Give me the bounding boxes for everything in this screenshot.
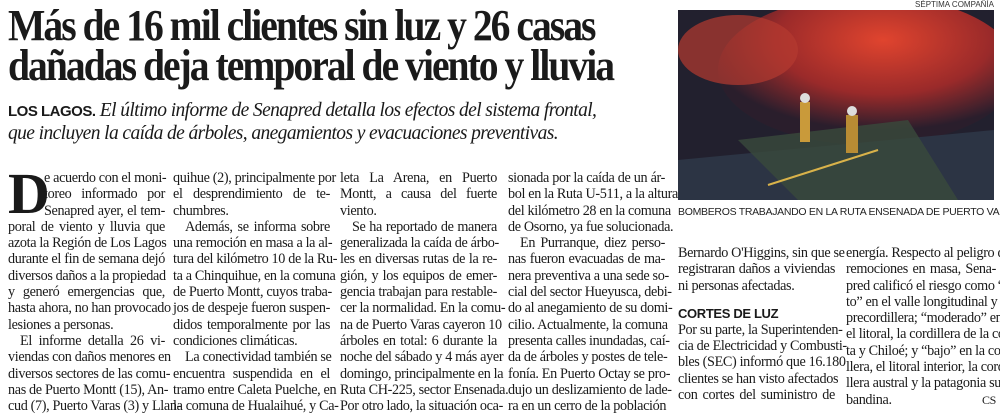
article-line: quihue (2), principalmente por: [173, 170, 336, 186]
article-line: la comuna de Hualaihué, y Ca-: [173, 398, 339, 415]
article-line: diversos sectores de las comu-: [8, 365, 171, 382]
article-line: clientes se han visto afectados: [678, 370, 839, 387]
deck: LOS LAGOS. El último informe de Senapred…: [8, 100, 668, 145]
article-line: de Osorno, ya fue solucionada.: [508, 218, 674, 235]
article-line: dujo un deslizamiento de lade-: [508, 381, 672, 398]
article-line: una remoción en masa a la al-: [173, 235, 333, 252]
subheading: CORTES DE LUZ: [678, 305, 779, 321]
article-line: didos temporalmente por las: [173, 316, 330, 333]
article-column-1: D e acuerdo con el moni-toreo informado …: [8, 161, 181, 415]
article-line: bandina. CS: [846, 392, 996, 408]
firefighters-photo: [678, 10, 994, 200]
article-line: chumbres.: [173, 202, 229, 219]
article-line: to” en el valle longitudinal y la: [846, 293, 1000, 310]
article-line: cud (7), Puerto Varas (3) y Llan-: [8, 398, 181, 415]
article-line-text: bandina.: [846, 391, 892, 408]
end-mark-icon: CS: [982, 392, 996, 407]
article-line: hasta ahora, no han provocado: [8, 300, 171, 317]
article-line: En Purranque, diez perso-: [520, 235, 665, 252]
article-line: cilio. Actualmente, la comuna: [508, 316, 668, 333]
article-line: da de árboles y postes de tele-: [508, 349, 668, 366]
article-line: precordillera; “moderado” en: [846, 310, 1000, 327]
photo-caption: BOMBEROS TRABAJANDO EN LA RUTA ENSENADA …: [678, 206, 1000, 218]
article-line: pred calificó el riesgo como “al-: [846, 277, 1000, 294]
headline-line: Más de 16 mil clientes sin luz y 26 casa…: [8, 1, 596, 50]
article-line: Bernardo O'Higgins, sin que se: [678, 245, 845, 261]
article-line: cia de Electricidad y Combusti-: [678, 338, 847, 355]
article-line: nera preventiva a una sede so-: [508, 267, 669, 284]
article-line: cial del sector Hueyusca, debi-: [508, 284, 672, 301]
article-column-2: quihue (2), principalmente por el despren…: [173, 170, 339, 415]
article-line: el desprendimiento de te-: [173, 186, 330, 203]
article-line: y generó emergencias que,: [8, 284, 165, 301]
photo-credit: SÉPTIMA COMPAÑÍA: [915, 0, 994, 9]
article-line: ni personas afectadas.: [678, 277, 795, 294]
article-line: Por otro lado, la situación oca-: [340, 398, 503, 415]
article-line: do al anegamiento de su domi-: [508, 300, 673, 317]
article-line: Montt, a causa del fuerte: [340, 186, 497, 203]
article-line: condiciones climáticas.: [173, 332, 298, 349]
article-line: tramo entre Caleta Puelche, en: [173, 381, 337, 398]
article-line: jos de despeje fueron suspen-: [173, 300, 330, 317]
article-line: fonía. En Puerto Octay se pro-: [508, 365, 671, 382]
article-line: Senapred ayer, el tem-: [44, 202, 165, 219]
article-line: generalizada la caída de árbo-: [340, 235, 499, 252]
article-column-4: sionada por la caída de un ár-bol en la …: [508, 170, 678, 415]
article-line: registraran daños a viviendas: [678, 261, 835, 278]
article-line: nas fueron evacuadas de ma-: [508, 251, 665, 268]
article-line: toreo informado por: [44, 186, 165, 203]
drop-cap: D: [8, 161, 50, 226]
article-column-6: energía. Respecto al peligro de remocione…: [846, 245, 1000, 408]
article-line: cer la normalidad. En la comu-: [340, 300, 506, 317]
article-line: presenta calles inundadas, caí-: [508, 332, 670, 349]
article-column-5: Bernardo O'Higgins, sin que se registrara…: [678, 245, 847, 404]
article-line: energía. Respecto al peligro de: [846, 245, 1000, 261]
article-line: el litoral, la cordillera de la cos-: [846, 326, 1000, 343]
article-line: del kilómetro 28 en la comuna: [508, 202, 671, 219]
article-column-3: leta La Arena, en Puerto Montt, a causa d…: [340, 170, 509, 415]
article-line: tura del kilómetro 10 de la Ru-: [173, 251, 338, 268]
article-line: con cortes del suministro de: [678, 387, 835, 404]
headline-line: dañadas deja temporal de viento y lluvia: [8, 41, 615, 90]
article-line: remociones en masa, Sena-: [846, 261, 996, 278]
deck-kicker: LOS LAGOS.: [8, 103, 96, 120]
article-line: ta y Chiloé; y “bajo” en la cordi-: [846, 342, 1000, 359]
article-line: bol en la Ruta U-511, a la altura: [508, 186, 678, 203]
article-line: llera austral y la patagonia su-: [846, 375, 1000, 392]
article-line: gencia trabajan para restable-: [340, 284, 497, 301]
article-line: nas de Puerto Montt (15), An-: [8, 381, 169, 398]
article-line: diversos daños a la propiedad: [8, 267, 166, 284]
article-line: El informe detalla 26 vi-: [20, 332, 165, 349]
headline: Más de 16 mil clientes sin luz y 26 casa…: [8, 1, 668, 90]
article-line: e acuerdo con el moni-: [44, 170, 167, 186]
article-line: Además, se informa sobre: [185, 218, 330, 235]
article-line: llera, el litoral interior, la cordi-: [846, 359, 1000, 376]
article-line: leta La Arena, en Puerto: [340, 170, 497, 186]
news-photo: [678, 10, 994, 200]
article-line: domingo, principalmente en la: [340, 365, 504, 382]
article-line: Se ha reportado de manera: [352, 218, 497, 235]
article-line: viento.: [340, 202, 377, 219]
article-line: noche del sábado y 4 más ayer: [340, 349, 504, 366]
article-line: viendas con daños menores en: [8, 349, 171, 366]
article-line: gión, y los equipos de emer-: [340, 267, 497, 284]
article-line: azota la Región de Los Lagos: [8, 235, 167, 252]
article-line: lesiones a personas.: [8, 316, 114, 333]
article-line: bles (SEC) informó que 16.180: [678, 354, 846, 371]
article-line: poral de viento y lluvia que: [8, 218, 165, 235]
article-line: Ruta CH-225, sector Ensenada.: [340, 381, 509, 398]
article-line: sionada por la caída de un ár-: [508, 170, 665, 186]
article-line: encuentra suspendida en el: [173, 365, 330, 382]
article-line: de Puerto Montt, cuyos traba-: [173, 284, 332, 301]
deck-line: El último informe de Senapred detalla lo…: [99, 100, 597, 121]
article-line: durante el fin de semana dejó: [8, 251, 165, 268]
article-line: ta a Chinquihue, en la comuna: [173, 267, 336, 284]
article-line: Por su parte, la Superintenden-: [678, 321, 843, 338]
article-line: La conectividad también se: [185, 349, 332, 366]
article-line: na de Puerto Varas cayeron 10: [340, 316, 502, 333]
article-line: ra en un cerro de la población: [508, 398, 667, 415]
article-line: les en diversas rutas de la re-: [340, 251, 497, 268]
deck-line: que incluyen la caída de árboles, anegam…: [8, 123, 559, 144]
article-line: árboles en total: 6 durante la: [340, 332, 497, 349]
